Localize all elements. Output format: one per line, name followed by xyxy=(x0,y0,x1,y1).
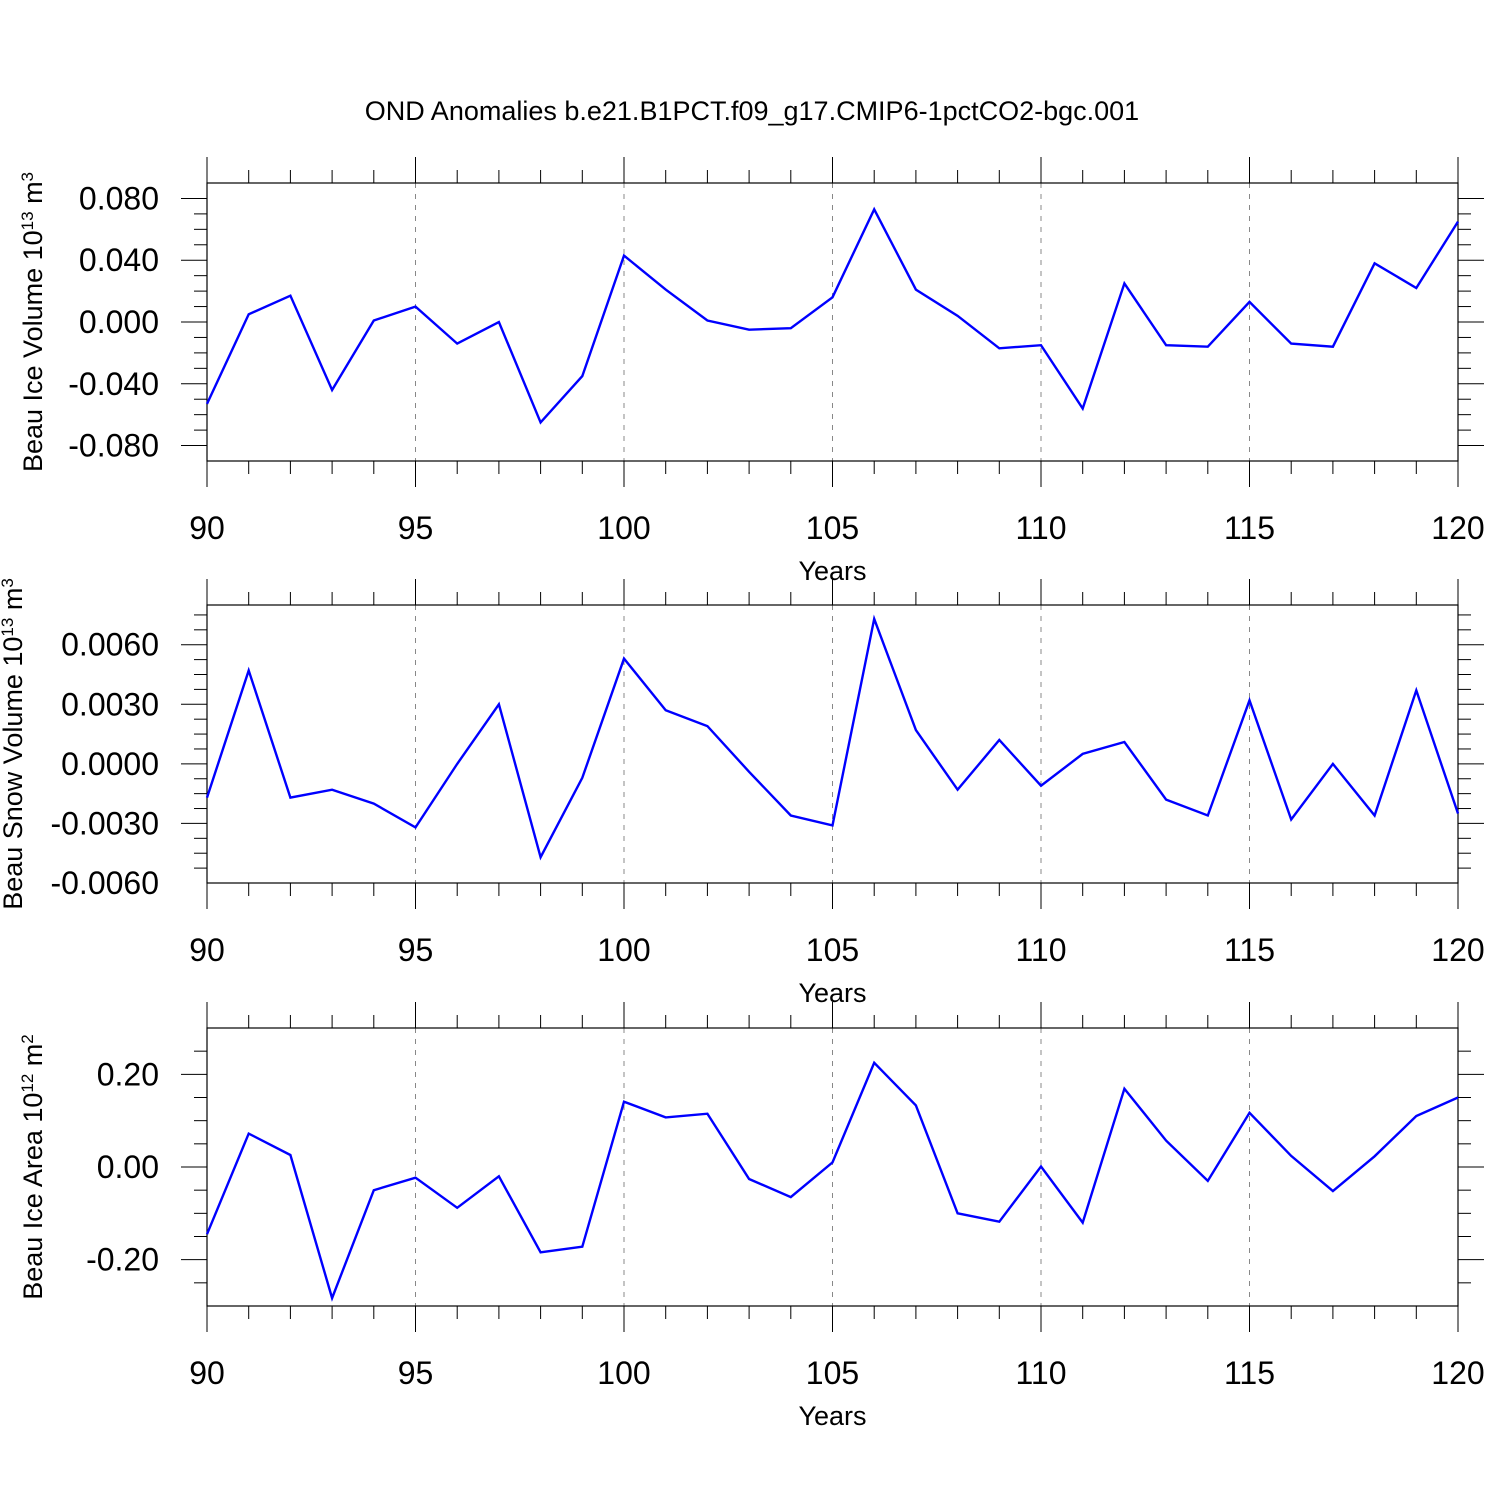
x-tick-label: 105 xyxy=(806,510,859,546)
y-axis-label-part: m xyxy=(18,1044,48,1074)
y-tick-label: 0.0000 xyxy=(61,746,159,782)
x-tick-label: 100 xyxy=(597,1355,650,1391)
y-axis-label-superscript: 13 xyxy=(0,618,17,637)
plot-frame xyxy=(206,1027,1459,1307)
y-axis-label-superscript: 12 xyxy=(18,1074,37,1093)
x-tick-label: 120 xyxy=(1431,1355,1484,1391)
y-axis-label: Beau Snow Volume 1013 m3 xyxy=(0,578,28,910)
x-tick-label: 105 xyxy=(806,1355,859,1391)
y-axis-label-part: m xyxy=(18,181,48,211)
plot-frame xyxy=(206,182,1459,462)
y-tick-label: -0.0060 xyxy=(50,865,159,901)
x-tick-label: 120 xyxy=(1431,510,1484,546)
y-tick-label: -0.080 xyxy=(68,428,159,464)
x-tick-label: 100 xyxy=(597,932,650,968)
y-axis-label: Beau Ice Volume 1013 m3 xyxy=(18,172,49,472)
y-axis-label-superscript: 3 xyxy=(0,578,17,587)
chart-panel-2: 90 95 100 105 110 115 120 -0.0060 -0.0030 0.0000 0… xyxy=(0,578,1485,1008)
x-tick-label: 95 xyxy=(398,510,434,546)
y-tick-label: -0.20 xyxy=(86,1242,159,1278)
plot-frame xyxy=(206,604,1459,884)
y-tick-label: 0.000 xyxy=(79,304,159,340)
series-line xyxy=(205,206,1460,425)
x-tick-label: 90 xyxy=(189,510,225,546)
x-axis-label: Years xyxy=(798,1401,866,1431)
y-tick-label: 0.0030 xyxy=(61,686,159,722)
chart-panel-1: 90 95 100 105 110 115 120 -0.080 -0.040 0.000 0.04… xyxy=(18,157,1485,586)
chart-panel-3: 90 95 100 105 110 115 120 -0.20 0.00 0.20 Years Bea… xyxy=(18,1002,1485,1431)
y-axis-label-part: Beau Ice Volume 10 xyxy=(18,230,48,472)
y-tick-label: 0.080 xyxy=(79,180,159,216)
y-axis-label-superscript: 3 xyxy=(18,172,37,181)
x-tick-label: 115 xyxy=(1224,510,1275,546)
x-tick-label: 90 xyxy=(189,932,225,968)
y-tick-label: 0.0060 xyxy=(61,627,159,663)
figure-title: OND Anomalies b.e21.B1PCT.f09_g17.CMIP6-… xyxy=(365,96,1139,126)
y-axis-label-part: Beau Snow Volume 10 xyxy=(0,637,28,910)
y-axis-label: Beau Ice Area 1012 m2 xyxy=(18,1034,49,1300)
x-tick-label: 110 xyxy=(1015,1355,1066,1391)
x-tick-label: 95 xyxy=(398,1355,434,1391)
x-tick-label: 95 xyxy=(398,932,434,968)
x-tick-label: 100 xyxy=(597,510,650,546)
y-tick-label: 0.20 xyxy=(97,1056,159,1092)
series-line xyxy=(205,614,1460,861)
y-tick-label: 0.040 xyxy=(79,242,159,278)
y-axis-label-part: m xyxy=(0,588,28,618)
y-axis-label-part: Beau Ice Area 10 xyxy=(18,1093,48,1300)
y-tick-label: -0.040 xyxy=(68,366,159,402)
series-line xyxy=(205,1060,1459,1302)
x-tick-label: 105 xyxy=(806,932,859,968)
x-tick-label: 115 xyxy=(1224,1355,1275,1391)
x-tick-label: 110 xyxy=(1015,510,1066,546)
x-tick-label: 110 xyxy=(1015,932,1066,968)
x-tick-label: 90 xyxy=(189,1355,225,1391)
y-tick-label: -0.0030 xyxy=(50,805,159,841)
chart-panels: 90 95 100 105 110 115 120 -0.080 -0.040 0.000 0.04… xyxy=(0,157,1485,1431)
y-axis-label-superscript: 13 xyxy=(18,211,37,230)
x-tick-label: 120 xyxy=(1431,932,1484,968)
x-tick-label: 115 xyxy=(1224,932,1275,968)
y-tick-label: 0.00 xyxy=(97,1149,159,1185)
y-axis-label-superscript: 2 xyxy=(18,1034,37,1043)
